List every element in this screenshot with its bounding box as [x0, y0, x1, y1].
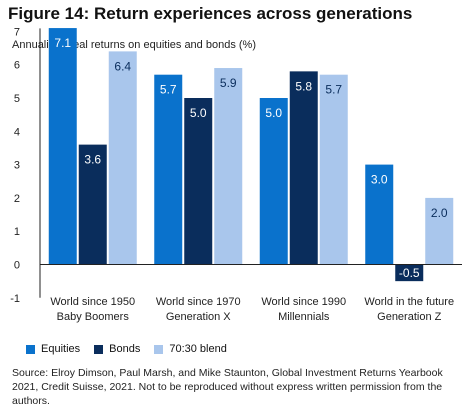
- legend-swatch-equities: [26, 344, 35, 354]
- category-label: World since 1950: [50, 296, 135, 308]
- y-tick-label: 7: [14, 26, 20, 38]
- data-label: 5.8: [295, 79, 312, 93]
- y-tick-label: -1: [10, 293, 20, 305]
- category-label: Millennials: [278, 311, 330, 323]
- legend-label-equities: Equities: [41, 343, 81, 355]
- bar: [395, 264, 424, 282]
- category-label: Generation Z: [377, 311, 441, 323]
- data-label: 5.9: [220, 76, 237, 90]
- data-label: 5.7: [325, 83, 342, 97]
- bar: [78, 144, 107, 265]
- bar: [319, 74, 348, 265]
- bar: [365, 164, 394, 265]
- category-label: World since 1970: [156, 296, 241, 308]
- bar: [425, 197, 454, 265]
- bar: [48, 28, 77, 265]
- data-label: 3.0: [371, 173, 388, 187]
- y-tick-label: 5: [14, 93, 20, 105]
- data-label: 5.0: [190, 106, 207, 120]
- legend-item-equities: Equities: [26, 343, 80, 355]
- data-label: 7.1: [54, 36, 71, 50]
- data-label: 5.0: [265, 106, 282, 120]
- y-tick-label: 3: [14, 160, 20, 172]
- category-label: Generation X: [166, 311, 231, 323]
- data-label: 6.4: [114, 59, 131, 73]
- category-label: World in the future: [364, 296, 454, 308]
- bar: [108, 51, 137, 265]
- legend-swatch-blend: [154, 344, 164, 354]
- source-note: Source: Elroy Dimson, Paul Marsh, and Mi…: [12, 367, 443, 407]
- legend-label-bonds: Bonds: [109, 343, 141, 355]
- y-tick-label: 6: [14, 60, 20, 72]
- y-tick-label: 0: [14, 260, 20, 272]
- y-tick-label: 2: [14, 193, 20, 205]
- data-label: 2.0: [431, 206, 448, 220]
- bar: [154, 74, 183, 265]
- legend-label-blend: 70:30 blend: [169, 343, 227, 355]
- chart-title: Figure 14: Return experiences across gen…: [8, 4, 413, 23]
- bar: [259, 98, 288, 265]
- legend-item-blend: 70:30 blend: [154, 343, 227, 355]
- legend-item-bonds: Bonds: [94, 343, 140, 355]
- y-tick-label: 4: [14, 126, 20, 138]
- legend: Equities Bonds 70:30 blend: [26, 343, 227, 355]
- data-label: -0.5: [399, 266, 420, 280]
- y-tick-label: 1: [14, 226, 20, 238]
- category-label: World since 1990: [261, 296, 346, 308]
- data-label: 3.6: [84, 153, 101, 167]
- legend-swatch-bonds: [94, 344, 104, 354]
- data-label: 5.7: [160, 83, 177, 97]
- bar: [214, 68, 243, 265]
- bar: [184, 98, 213, 265]
- category-label: Baby Boomers: [57, 311, 130, 323]
- bar: [289, 71, 318, 265]
